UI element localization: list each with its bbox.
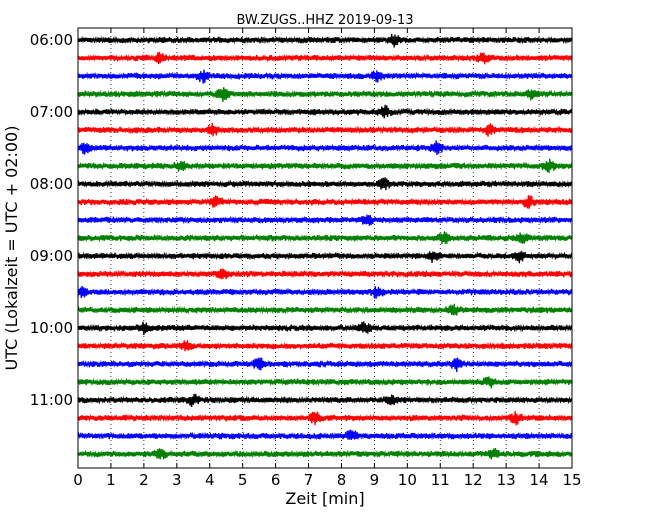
x-axis-label: Zeit [min] (285, 489, 364, 508)
x-tick-label: 10 (398, 471, 417, 489)
x-tick-label: 15 (562, 471, 581, 489)
trace-line (77, 340, 573, 352)
x-tick-label: 0 (73, 471, 83, 489)
trace-line (77, 285, 573, 299)
x-tick-label: 4 (205, 471, 215, 489)
y-tick-label: 07:00 (30, 103, 73, 121)
trace-line (77, 376, 573, 389)
x-tick-label: 11 (431, 471, 450, 489)
x-tick-label: 14 (530, 471, 549, 489)
x-tick-label: 5 (238, 471, 248, 489)
trace-line (77, 158, 573, 173)
traces (77, 33, 573, 460)
x-axis: 0 1 2 3 4 5 6 7 8 9 10 11 12 13 14 15 (73, 28, 582, 489)
x-tick-label: 6 (271, 471, 281, 489)
trace-line (77, 69, 573, 84)
x-tick-label: 1 (106, 471, 116, 489)
y-tick-label: 10:00 (30, 319, 73, 337)
y-tick-label: 09:00 (30, 247, 73, 265)
y-axis-label: UTC (Lokalzeit = UTC + 02:00) (2, 126, 21, 371)
x-tick-label: 7 (304, 471, 314, 489)
trace-line (77, 411, 573, 426)
x-tick-label: 8 (337, 471, 347, 489)
trace-line (77, 231, 573, 245)
trace-line (77, 195, 573, 209)
trace-line (77, 429, 573, 441)
trace-line (77, 104, 573, 119)
x-tick-label: 3 (172, 471, 182, 489)
grid (110, 28, 540, 468)
trace-line (77, 303, 573, 316)
trace-line (77, 51, 573, 65)
trace-line (77, 268, 573, 280)
chart-title: BW.ZUGS..HHZ 2019-09-13 (236, 13, 413, 28)
y-tick-label: 11:00 (30, 391, 73, 409)
trace-line (77, 33, 573, 48)
x-tick-label: 9 (370, 471, 380, 489)
plot-frame (77, 27, 573, 469)
trace-line (77, 214, 573, 226)
trace-line (77, 87, 573, 103)
trace-line (77, 140, 573, 156)
x-tick-label: 13 (497, 471, 516, 489)
trace-line (77, 447, 573, 460)
trace-line (77, 321, 573, 336)
trace-line (77, 357, 573, 373)
trace-line (77, 122, 573, 137)
x-tick-label: 12 (464, 471, 483, 489)
y-tick-label: 08:00 (30, 175, 73, 193)
trace-line (77, 177, 573, 191)
x-tick-label: 2 (139, 471, 149, 489)
trace-line (77, 393, 573, 407)
trace-line (77, 251, 573, 264)
y-tick-label: 06:00 (30, 31, 73, 49)
y-axis: 06:00 07:00 08:00 09:00 10:00 11:00 (30, 31, 572, 409)
